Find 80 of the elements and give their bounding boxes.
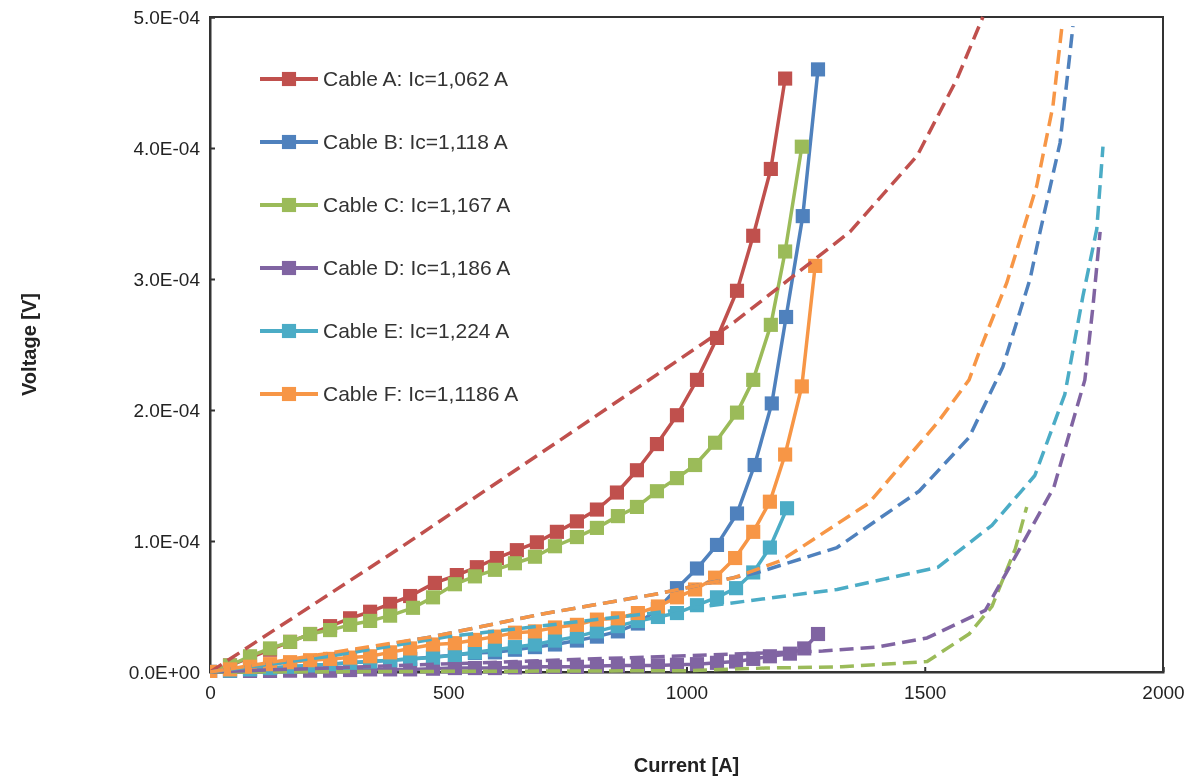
y-tick-label: 1.0E-04 [133, 530, 201, 552]
point [794, 139, 809, 154]
point [649, 484, 665, 499]
y-tick-label: 2.0E-04 [133, 399, 201, 421]
point [764, 396, 779, 411]
point [689, 372, 705, 387]
point [425, 637, 441, 652]
point [569, 530, 584, 545]
point [447, 577, 462, 592]
point [547, 539, 563, 554]
point [447, 636, 462, 651]
point [629, 499, 645, 515]
legend-label: Cable C: Ic=1,167 A [323, 193, 511, 216]
point [609, 485, 624, 500]
x-tick-label: 0 [205, 682, 216, 704]
point [810, 62, 826, 77]
point [709, 590, 725, 605]
point [629, 463, 645, 478]
point [709, 537, 725, 552]
point [808, 258, 823, 273]
point [689, 561, 705, 576]
point [747, 457, 762, 473]
point [549, 524, 564, 539]
point [779, 309, 794, 325]
point [708, 435, 723, 450]
point [762, 540, 777, 555]
y-tick-label: 5.0E-04 [133, 6, 201, 28]
point [763, 161, 778, 177]
legend-label: Cable E: Ic=1,224 A [323, 319, 510, 342]
point [425, 590, 441, 605]
x-tick-label: 2000 [1142, 682, 1185, 704]
point [343, 617, 358, 632]
point [589, 520, 604, 535]
point [763, 317, 778, 332]
point [728, 581, 744, 596]
point [589, 502, 604, 517]
point [778, 447, 793, 462]
y-tick-label: 3.0E-04 [133, 268, 201, 290]
point [746, 228, 761, 243]
point [669, 471, 685, 486]
legend-label: Cable A: Ic=1,062 A [323, 67, 509, 90]
point [323, 623, 338, 638]
point [669, 408, 685, 423]
point [729, 405, 745, 420]
point [794, 379, 809, 394]
point [427, 575, 442, 590]
x-tick-label: 1500 [904, 682, 947, 704]
point [810, 626, 826, 642]
point [363, 613, 378, 628]
legend-label: Cable F: Ic=1,1186 A [323, 382, 519, 405]
point [569, 514, 584, 529]
point [383, 608, 398, 623]
point [746, 372, 761, 387]
point [729, 283, 745, 298]
point [509, 543, 524, 558]
y-tick-label: 4.0E-04 [133, 137, 201, 159]
point [688, 457, 703, 473]
point [649, 436, 665, 452]
legend-label: Cable B: Ic=1,118 A [323, 130, 508, 153]
x-axis-title: Current [A] [633, 754, 740, 776]
y-tick-label: 0.0E+00 [128, 661, 200, 683]
x-tick-label: 1000 [665, 682, 709, 704]
point [405, 600, 421, 615]
point [795, 209, 810, 224]
point [487, 562, 503, 577]
y-axis-title: Voltage [V] [18, 293, 40, 396]
point [527, 549, 543, 564]
point [728, 550, 743, 566]
point [529, 535, 544, 550]
legend-label: Cable D: Ic=1,186 A [323, 256, 511, 279]
point [729, 506, 745, 521]
point [507, 556, 523, 571]
point [779, 501, 795, 516]
point [746, 524, 761, 539]
point [778, 244, 793, 259]
point [762, 494, 777, 509]
x-tick-label: 500 [432, 682, 465, 704]
point [778, 71, 793, 86]
point [467, 569, 482, 584]
point [610, 509, 625, 524]
